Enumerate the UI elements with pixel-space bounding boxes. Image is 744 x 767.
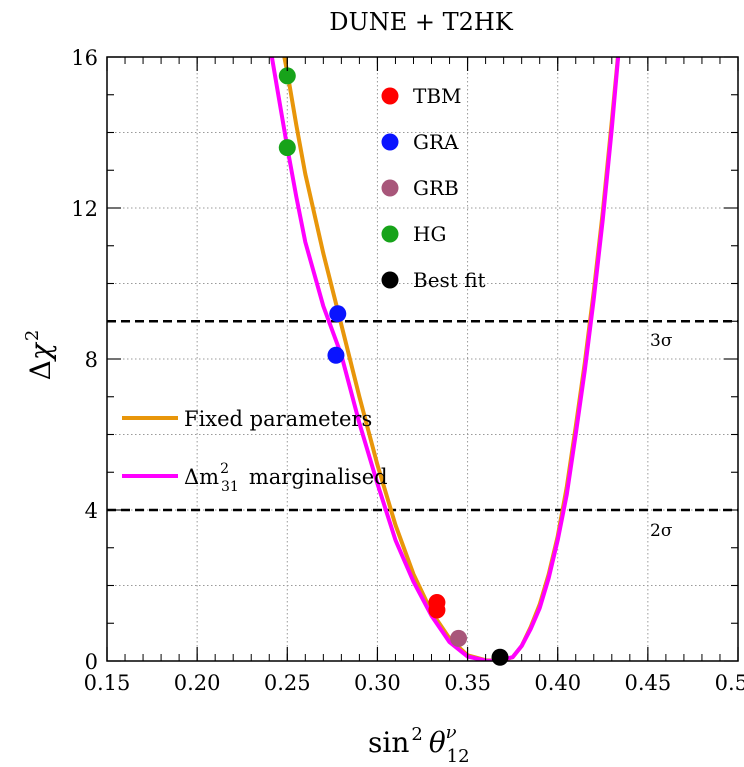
legend-marker-hg (381, 225, 399, 243)
legend-label-marginalised: Δm2 31 marginalised (184, 461, 388, 495)
point-grb (450, 629, 468, 647)
y-tick-label: 0 (85, 650, 98, 674)
point-legend: TBM GRA GRB HG Best fit (381, 84, 486, 292)
line-legend: Fixed parameters Δm2 31 marginalised (122, 407, 388, 495)
x-tick-label: 0.30 (354, 671, 401, 695)
legend-label-grb: GRB (413, 176, 459, 200)
legend-label-hg: HG (413, 222, 446, 246)
legend-label-gra: GRA (413, 130, 459, 154)
y-tick-label: 8 (85, 348, 98, 372)
curve-marginalised (269, 57, 621, 661)
data-points (278, 67, 509, 666)
point-hg (278, 139, 296, 157)
x-tick-label: 0.45 (624, 671, 671, 695)
x-tick-label: 0.40 (534, 671, 581, 695)
curves (269, 57, 621, 661)
sigma-lines (107, 320, 738, 512)
legend-label-fixed: Fixed parameters (184, 407, 372, 431)
y-tick-label: 12 (71, 197, 98, 221)
sigma-label-3: 3σ (650, 331, 673, 351)
y-tick-label: 4 (85, 499, 98, 523)
x-tick-label: 0.50 (715, 671, 744, 695)
point-gra (329, 305, 347, 323)
x-tick-label: 0.15 (84, 671, 131, 695)
legend-label-best-fit: Best fit (413, 268, 486, 292)
x-tick-label: 0.35 (444, 671, 491, 695)
legend-marker-grb (381, 179, 399, 197)
point-tbm (428, 601, 446, 619)
x-tick-label: 0.25 (264, 671, 311, 695)
point-best-fit (491, 648, 509, 666)
y-tick-label: 16 (71, 46, 98, 70)
point-gra (327, 346, 345, 364)
curve-fixed-parameters (282, 57, 620, 661)
point-hg (278, 67, 296, 85)
x-tick-label: 0.20 (174, 671, 221, 695)
tick-labels: 0.15 0.20 0.25 0.30 0.35 0.40 0.45 0.50 0 4 8 12 16 (71, 46, 744, 695)
y-axis-label: Δχ2 (22, 330, 57, 381)
legend-marker-tbm (381, 87, 399, 105)
legend-label-tbm: TBM (413, 84, 462, 108)
chart-title: DUNE + T2HK (329, 8, 514, 36)
legend-marker-best-fit (381, 271, 399, 289)
x-axis-label: sin 2 θν 12 (368, 722, 470, 767)
sigma-label-2: 2σ (650, 521, 673, 541)
axis-ticks (106, 56, 739, 662)
legend-marker-gra (381, 133, 399, 151)
